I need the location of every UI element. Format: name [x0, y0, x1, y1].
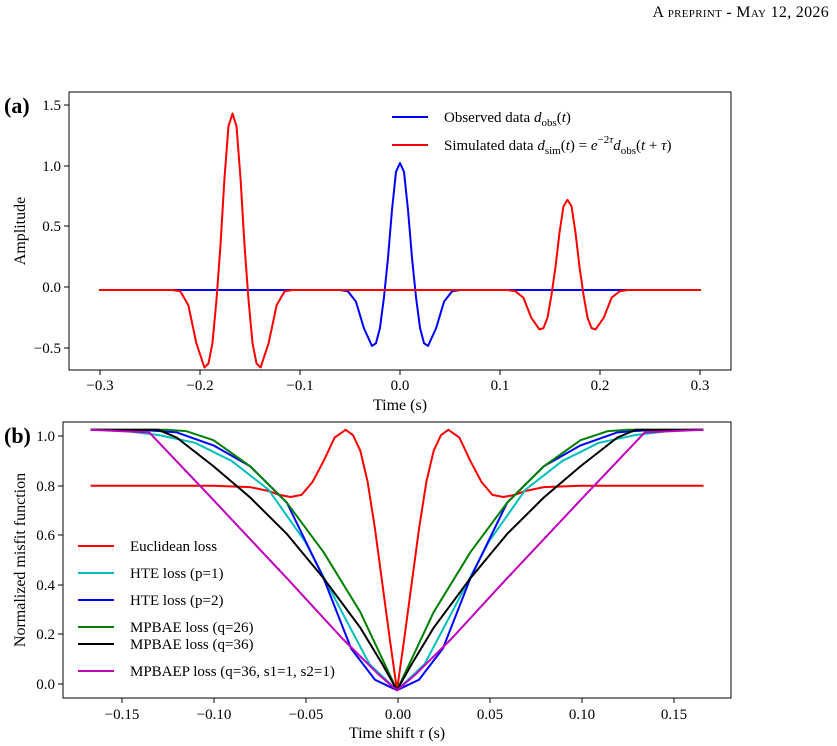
panel-b-x-axis-label: Time shift τ (s)	[349, 725, 445, 742]
panel-a-xtick-label: −0.3	[86, 378, 113, 394]
panel-b-xtick-label: −0.05	[289, 707, 324, 723]
page-header: A preprint - May 12, 2026	[652, 4, 829, 21]
panel-b-series-line-5	[90, 428, 704, 692]
panel-b-ytick-label: 0.6	[36, 528, 55, 544]
panel-a-series-line-1	[99, 112, 701, 369]
panel-a-ytick-label: 1.5	[42, 98, 61, 114]
panel-b-frame	[62, 421, 732, 699]
panel-a-xtick-label: −0.2	[186, 378, 213, 394]
panel-b-xtick-label: 0.10	[569, 707, 595, 723]
legend-label-mpbae-q36: MPBAE loss (q=36)	[130, 637, 253, 653]
panel-a-ytick-label: 0.0	[42, 280, 61, 296]
legend-label-observed: Observed data dobs(t)	[444, 110, 571, 129]
legend-label-euclidean: Euclidean loss	[130, 539, 217, 555]
panel-a-xtick-label: 0.3	[691, 378, 710, 394]
legend-label-hte-p1: HTE loss (p=1)	[130, 566, 223, 582]
panel-a-xtick-label: −0.1	[286, 378, 313, 394]
legend-label-mpbaep: MPBAEP loss (q=36, s1=1, s2=1)	[130, 664, 335, 680]
panel-b-ytick-label: 0.4	[36, 578, 55, 594]
legend-label-simulated: Simulated data dsim(t) = e−2τdobs(t + τ)	[444, 134, 671, 157]
panel-b-xtick-label: 0.05	[477, 707, 503, 723]
panel-b-xtick-label: 0.00	[385, 707, 411, 723]
panel-a-plot-area	[99, 112, 701, 369]
panel-a-xtick-label: 0.2	[591, 378, 610, 394]
panel-a-ytick-label: −0.5	[34, 341, 61, 357]
panel-a-series-line-0	[99, 162, 701, 347]
panel-b: (b) −0.15 −0.10 −0.05 0.00 0.05 0.10 0.1…	[4, 421, 732, 742]
panel-b-y-ticks: 0.0 0.2 0.4 0.6 0.8 1.0	[36, 429, 63, 693]
panel-a-legend: Observed data dobs(t) Simulated data dsi…	[392, 110, 671, 157]
panel-a-ytick-label: 0.5	[42, 219, 61, 235]
panel-a-ytick-label: 1.0	[42, 159, 61, 175]
panel-b-legend: Euclidean loss HTE loss (p=1) HTE loss (…	[78, 539, 335, 680]
panel-b-xtick-label: −0.10	[197, 707, 232, 723]
panel-b-plot-area	[90, 428, 704, 692]
panel-a: (a) −0.3 −0.2 −0.1 0.0 0.1 0.2 0.3 −0.5	[4, 91, 732, 414]
panel-b-ytick-label: 0.8	[36, 479, 55, 495]
panel-b-x-ticks: −0.15 −0.10 −0.05 0.00 0.05 0.10 0.15	[105, 698, 687, 723]
panel-b-y-axis-label: Normalized misfit function	[12, 473, 29, 647]
panel-b-ytick-label: 1.0	[36, 429, 55, 445]
panel-a-xtick-label: 0.0	[391, 378, 410, 394]
panel-b-ytick-label: 0.2	[36, 627, 55, 643]
panel-a-y-axis-label: Amplitude	[12, 197, 29, 265]
panel-a-label: (a)	[4, 93, 30, 118]
panel-a-x-axis-label: Time (s)	[373, 397, 427, 414]
panel-a-frame	[68, 91, 732, 371]
panel-a-y-ticks: −0.5 0.0 0.5 1.0 1.5	[34, 98, 69, 357]
panel-b-ytick-label: 0.0	[36, 677, 55, 693]
legend-label-hte-p2: HTE loss (p=2)	[130, 593, 223, 609]
panel-a-x-ticks: −0.3 −0.2 −0.1 0.0 0.1 0.2 0.3	[86, 370, 709, 394]
legend-label-mpbae-q26: MPBAE loss (q=26)	[130, 620, 253, 636]
panel-b-xtick-label: −0.15	[105, 707, 140, 723]
panel-b-label: (b)	[4, 423, 31, 448]
panel-b-xtick-label: 0.15	[661, 707, 687, 723]
panel-a-xtick-label: 0.1	[491, 378, 510, 394]
